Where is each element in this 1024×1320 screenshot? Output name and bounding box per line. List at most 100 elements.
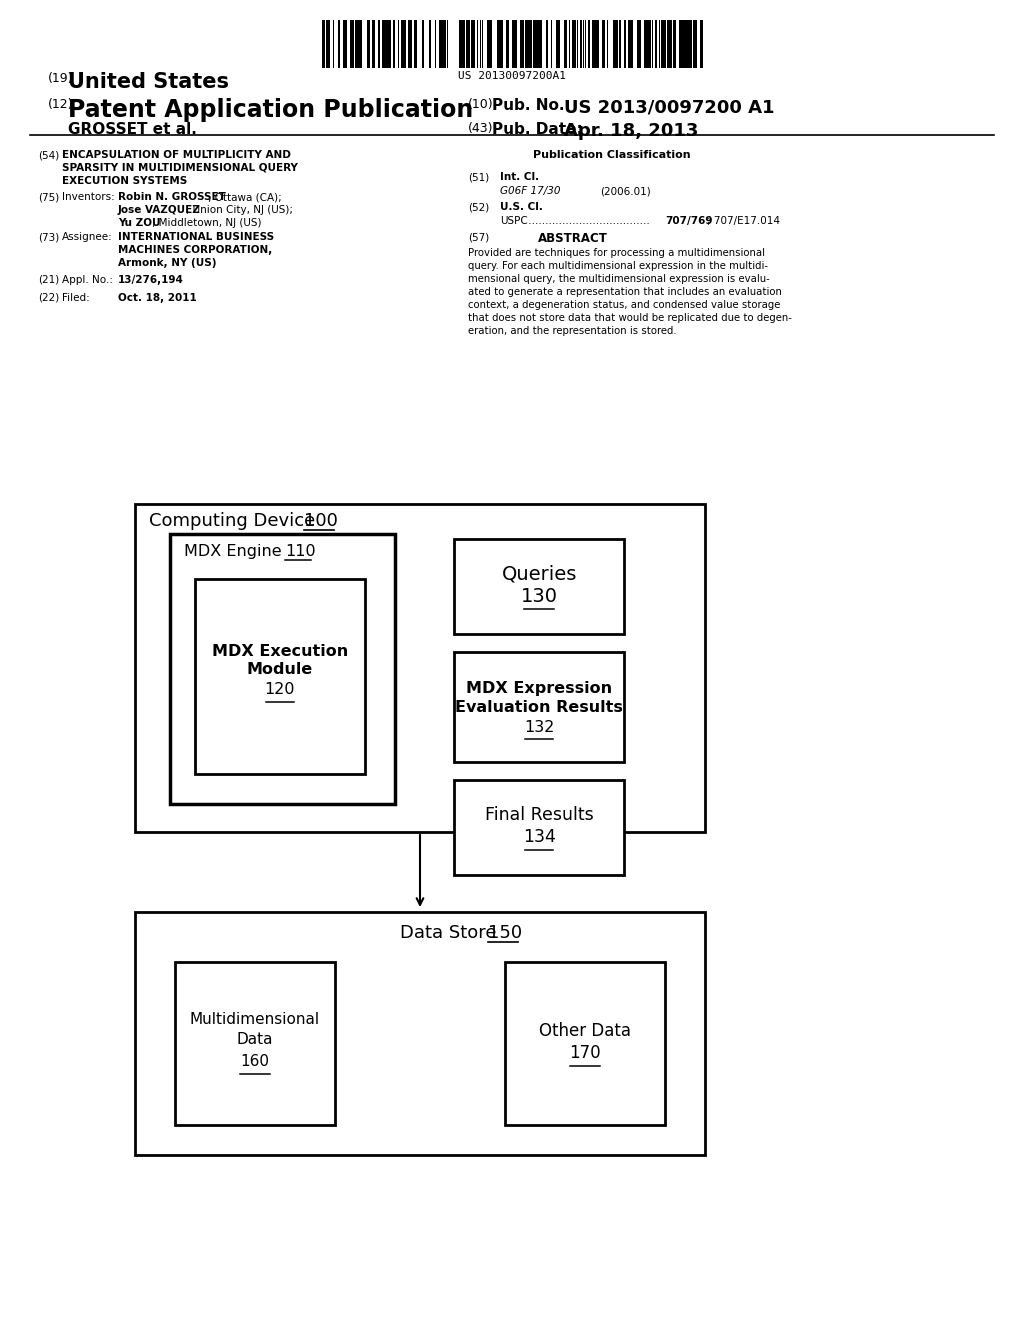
Text: ENCAPSULATION OF MULTIPLICITY AND: ENCAPSULATION OF MULTIPLICITY AND <box>62 150 291 160</box>
Bar <box>667 20 669 69</box>
Bar <box>455 780 625 875</box>
Bar <box>688 20 690 69</box>
Bar <box>135 504 705 832</box>
Bar <box>614 20 616 69</box>
Bar <box>505 962 665 1125</box>
Text: (43): (43) <box>468 121 494 135</box>
Bar <box>175 962 335 1125</box>
Bar <box>323 20 325 69</box>
Text: Apr. 18, 2013: Apr. 18, 2013 <box>564 121 698 140</box>
Bar <box>594 20 597 69</box>
Bar <box>490 20 492 69</box>
Bar <box>135 912 705 1155</box>
Bar <box>674 20 676 69</box>
Bar <box>514 20 517 69</box>
Text: Inventors:: Inventors: <box>62 191 115 202</box>
Text: Data Store: Data Store <box>400 924 502 942</box>
Text: MDX Expression: MDX Expression <box>466 681 612 697</box>
Text: Robin N. GROSSET: Robin N. GROSSET <box>118 191 226 202</box>
Text: 100: 100 <box>304 512 338 531</box>
Text: (52): (52) <box>468 202 489 213</box>
Bar <box>663 20 666 69</box>
Bar <box>638 20 641 69</box>
Text: Appl. No.:: Appl. No.: <box>62 275 113 285</box>
Text: Publication Classification: Publication Classification <box>534 150 690 160</box>
Bar <box>488 20 490 69</box>
Text: 130: 130 <box>520 587 558 606</box>
Bar <box>602 20 605 69</box>
Text: Patent Application Publication: Patent Application Publication <box>68 98 473 121</box>
Bar <box>535 20 537 69</box>
Bar <box>373 20 375 69</box>
Text: MDX Engine: MDX Engine <box>184 544 287 558</box>
Text: ....................................: .................................... <box>525 216 650 226</box>
Bar <box>408 20 410 69</box>
Text: (54): (54) <box>38 150 59 160</box>
Bar <box>327 20 329 69</box>
Bar <box>525 20 527 69</box>
Bar <box>443 20 445 69</box>
Text: 120: 120 <box>265 682 295 697</box>
Text: Pub. Date:: Pub. Date: <box>492 121 583 137</box>
Text: MDX Execution: MDX Execution <box>212 644 348 659</box>
Text: Other Data: Other Data <box>539 1023 631 1040</box>
Bar <box>580 20 582 69</box>
Bar <box>685 20 688 69</box>
Bar <box>170 535 395 804</box>
Bar <box>410 20 412 69</box>
Text: SPARSITY IN MULTIDIMENSIONAL QUERY: SPARSITY IN MULTIDIMENSIONAL QUERY <box>62 162 298 173</box>
Bar <box>378 20 380 69</box>
Text: United States: United States <box>68 73 229 92</box>
Text: Computing Device: Computing Device <box>150 512 321 531</box>
Bar <box>497 20 499 69</box>
Bar <box>540 20 542 69</box>
Text: Data: Data <box>237 1032 273 1047</box>
Bar <box>195 579 365 774</box>
Text: Evaluation Results: Evaluation Results <box>456 700 624 714</box>
Text: U.S. Cl.: U.S. Cl. <box>500 202 543 213</box>
Text: Pub. No.:: Pub. No.: <box>492 98 570 114</box>
Text: (22): (22) <box>38 293 59 304</box>
Text: (73): (73) <box>38 232 59 242</box>
Bar <box>471 20 473 69</box>
Bar <box>384 20 386 69</box>
Text: 132: 132 <box>524 719 554 734</box>
Text: USPC: USPC <box>500 216 527 226</box>
Bar <box>463 20 465 69</box>
Text: Assignee:: Assignee: <box>62 232 113 242</box>
Text: 150: 150 <box>488 924 522 942</box>
Text: ABSTRACT: ABSTRACT <box>538 232 608 246</box>
Text: Filed:: Filed: <box>62 293 90 304</box>
Bar <box>693 20 696 69</box>
Bar <box>628 20 630 69</box>
Text: 160: 160 <box>241 1053 269 1069</box>
Text: 170: 170 <box>569 1044 601 1063</box>
Text: 134: 134 <box>523 829 556 846</box>
Text: 110: 110 <box>285 544 315 558</box>
Text: Multidimensional: Multidimensional <box>189 1012 321 1027</box>
Bar <box>662 20 663 69</box>
Bar <box>387 20 389 69</box>
Text: INTERNATIONAL BUSINESS: INTERNATIONAL BUSINESS <box>118 232 274 242</box>
Text: , Ottawa (CA);: , Ottawa (CA); <box>208 191 282 202</box>
Text: (2006.01): (2006.01) <box>600 186 650 195</box>
Text: GROSSET et al.: GROSSET et al. <box>68 121 197 137</box>
Text: US 2013/0097200 A1: US 2013/0097200 A1 <box>564 98 774 116</box>
Text: , Middletown, NJ (US): , Middletown, NJ (US) <box>152 218 261 228</box>
Bar <box>355 20 358 69</box>
Bar <box>558 20 560 69</box>
Text: (75): (75) <box>38 191 59 202</box>
Text: Int. Cl.: Int. Cl. <box>500 172 539 182</box>
Bar <box>459 20 462 69</box>
Text: Module: Module <box>247 663 313 677</box>
Bar <box>455 652 625 762</box>
Bar <box>404 20 406 69</box>
Bar <box>429 20 431 69</box>
Text: ; 707/E17.014: ; 707/E17.014 <box>707 216 780 226</box>
Text: (19): (19) <box>48 73 74 84</box>
Text: G06F 17/30: G06F 17/30 <box>500 186 560 195</box>
Text: Provided are techniques for processing a multidimensional
query. For each multid: Provided are techniques for processing a… <box>468 248 792 337</box>
Text: 13/276,194: 13/276,194 <box>118 275 184 285</box>
Text: 707/769: 707/769 <box>665 216 713 226</box>
Bar <box>572 20 575 69</box>
